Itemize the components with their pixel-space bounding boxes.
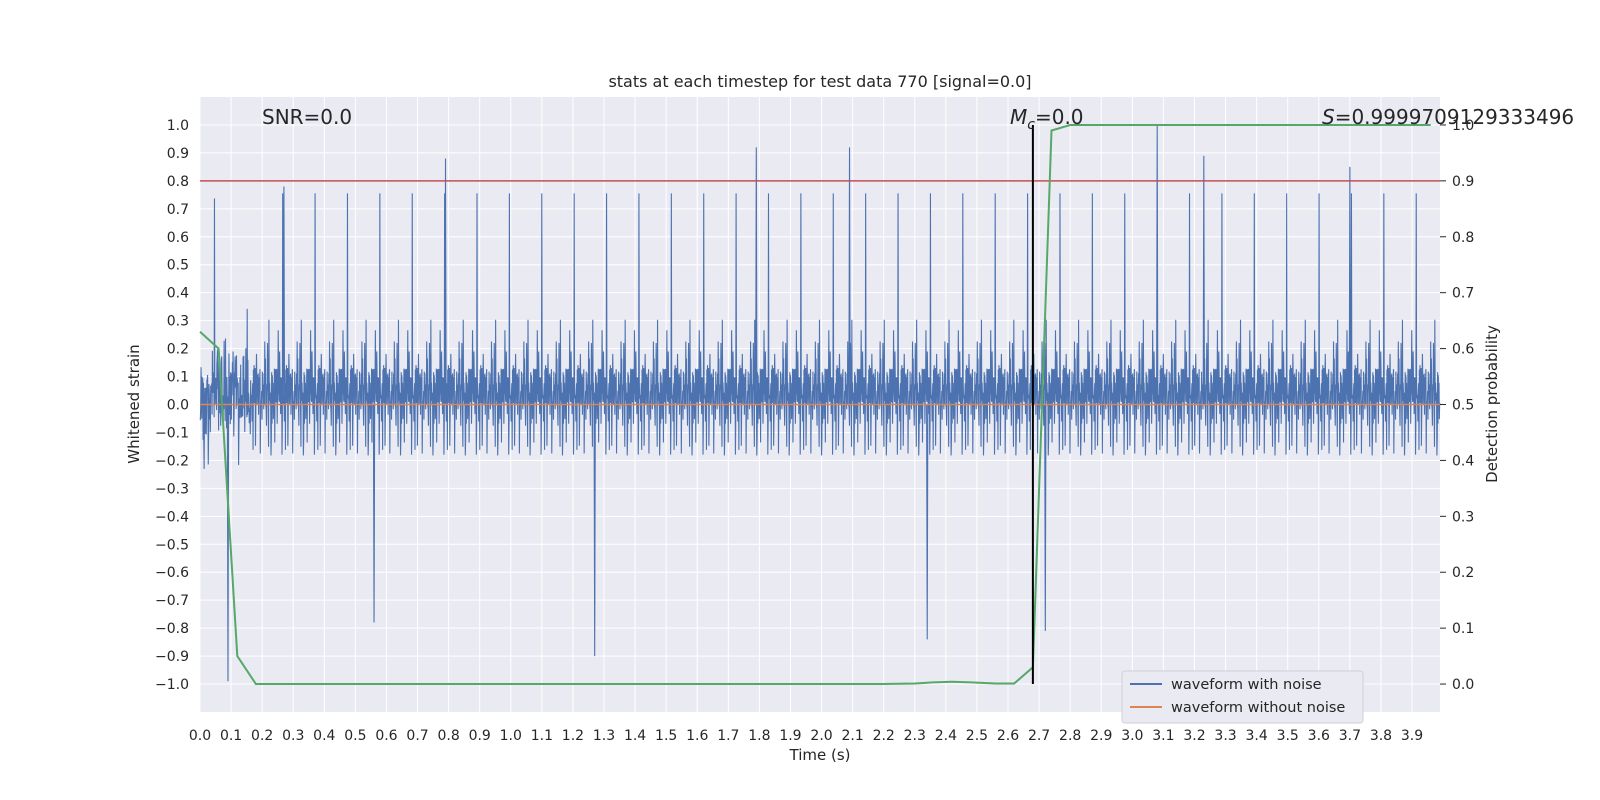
x-tick-label: 3.5 xyxy=(1277,728,1299,744)
y-tick-label: 0.8 xyxy=(167,174,189,190)
x-tick-label: 0.3 xyxy=(282,728,304,744)
y-tick-label: −0.2 xyxy=(155,453,189,469)
x-tick-label: 1.1 xyxy=(531,728,553,744)
detection-probability-line xyxy=(199,124,1431,685)
y-tick-label: 0.9 xyxy=(167,146,189,162)
x-tick-label: 2.4 xyxy=(935,728,957,744)
mc-value: =0.0 xyxy=(1035,105,1084,129)
snr-annotation: SNR=0.0 xyxy=(262,105,352,129)
y2-tick-label: 0.1 xyxy=(1452,621,1474,637)
mc-subscript: c xyxy=(1027,117,1035,133)
x-tick-label: 1.5 xyxy=(655,728,677,744)
legend-label-noise: waveform with noise xyxy=(1171,677,1322,693)
x-tick-label: 3.3 xyxy=(1214,728,1236,744)
x-axis-label: Time (s) xyxy=(789,746,851,764)
x-tick-label: 1.2 xyxy=(562,728,584,744)
y-tick-label: −0.4 xyxy=(155,509,189,525)
x-tick-label: 2.3 xyxy=(904,728,926,744)
x-tick-label: 3.0 xyxy=(1121,728,1143,744)
y-tick-label: −0.3 xyxy=(155,481,189,497)
mc-annotation: Mc=0.0 xyxy=(1010,105,1084,133)
x-tick-label: 2.2 xyxy=(873,728,895,744)
y2-tick-label: 0.4 xyxy=(1452,453,1474,469)
y2-tick-label: 0.6 xyxy=(1452,342,1474,358)
x-tick-label: 0.8 xyxy=(437,728,459,744)
y-tick-label: 1.0 xyxy=(167,118,189,134)
y-tick-label: 0.0 xyxy=(167,398,189,414)
y-tick-label: −0.9 xyxy=(155,649,189,665)
y2-tick-label: 0.2 xyxy=(1452,565,1474,581)
x-tick-label: 0.0 xyxy=(189,728,211,744)
x-tick-label: 0.5 xyxy=(344,728,366,744)
y2-tick-label: 0.9 xyxy=(1452,174,1474,190)
s-value: =0.9999709129333496 xyxy=(1335,105,1574,129)
x-tick-label: 0.9 xyxy=(469,728,491,744)
x-tick-label: 0.1 xyxy=(220,728,242,744)
y-tick-labels: 1.0 0.9 0.8 0.7 0.6 0.5 0.4 0.3 0.2 0.1 0.0 −0.1 −0.… xyxy=(155,118,189,693)
x-tick-label: 2.9 xyxy=(1090,728,1112,744)
x-tick-label: 0.2 xyxy=(251,728,273,744)
legend-box xyxy=(1121,670,1364,724)
y2-tick-label: 0.3 xyxy=(1452,509,1474,525)
y-tick-label: 0.3 xyxy=(167,314,189,330)
y-tick-label: −0.7 xyxy=(155,593,189,609)
y-tick-label: 0.6 xyxy=(167,230,189,246)
x-tick-label: 1.8 xyxy=(748,728,770,744)
chart-title: stats at each timestep for test data 770… xyxy=(608,72,1031,91)
x-tick-label: 2.5 xyxy=(966,728,988,744)
y-tick-label: 0.7 xyxy=(167,202,189,218)
s-annotation: S=0.9999709129333496 xyxy=(1322,105,1574,129)
x-tick-label: 0.6 xyxy=(375,728,397,744)
y-tick-label: −0.6 xyxy=(155,565,189,581)
x-tick-labels: 0.0 0.1 0.2 0.3 0.4 0.5 0.6 0.7 0.8 0.9 1.0 1.1 1.2 1… xyxy=(189,728,1423,744)
y-tick-label: 0.5 xyxy=(167,258,189,274)
x-tick-label: 0.4 xyxy=(313,728,335,744)
x-tick-label: 3.7 xyxy=(1339,728,1361,744)
y-tick-label: 0.4 xyxy=(167,286,189,302)
x-tick-label: 1.3 xyxy=(593,728,615,744)
y2-tick-labels: 1.0 0.9 0.8 0.7 0.6 0.5 0.4 0.3 0.2 0.1 0.0 xyxy=(1440,118,1474,693)
y-tick-label: −0.8 xyxy=(155,621,189,637)
x-tick-label: 3.9 xyxy=(1401,728,1423,744)
x-tick-label: 1.7 xyxy=(717,728,739,744)
x-tick-label: 1.9 xyxy=(779,728,801,744)
x-tick-label: 3.8 xyxy=(1370,728,1392,744)
y2-tick-label: 0.8 xyxy=(1452,230,1474,246)
x-tick-label: 2.7 xyxy=(1028,728,1050,744)
x-tick-label: 1.0 xyxy=(500,728,522,744)
y-tick-label: 0.2 xyxy=(167,342,189,358)
legend: waveform with noise waveform without noi… xyxy=(1121,670,1364,724)
y2-tick-label: 1.0 xyxy=(1452,118,1474,134)
x-tick-label: 1.6 xyxy=(686,728,708,744)
x-tick-label: 3.6 xyxy=(1308,728,1330,744)
mc-symbol: M xyxy=(1010,105,1027,129)
y2-axis-label: Detection probability xyxy=(1483,325,1501,483)
x-tick-label: 1.4 xyxy=(624,728,646,744)
x-tick-label: 2.6 xyxy=(997,728,1019,744)
x-tick-label: 2.1 xyxy=(841,728,863,744)
x-tick-label: 2.8 xyxy=(1059,728,1081,744)
x-tick-label: 3.2 xyxy=(1183,728,1205,744)
x-tick-label: 0.7 xyxy=(406,728,428,744)
legend-label-clean: waveform without noise xyxy=(1171,700,1345,716)
y-tick-label: −0.5 xyxy=(155,537,189,553)
x-tick-label: 3.1 xyxy=(1152,728,1174,744)
x-tick-label: 3.4 xyxy=(1246,728,1268,744)
y-axis-label: Whitened strain xyxy=(125,344,143,463)
y-tick-label: −1.0 xyxy=(155,677,189,693)
s-symbol: S xyxy=(1322,105,1335,129)
y-tick-label: −0.1 xyxy=(155,425,189,441)
y2-tick-label: 0.5 xyxy=(1452,398,1474,414)
y-tick-label: 0.1 xyxy=(167,370,189,386)
y2-tick-label: 0.0 xyxy=(1452,677,1474,693)
x-tick-label: 2.0 xyxy=(810,728,832,744)
y2-tick-label: 0.7 xyxy=(1452,286,1474,302)
